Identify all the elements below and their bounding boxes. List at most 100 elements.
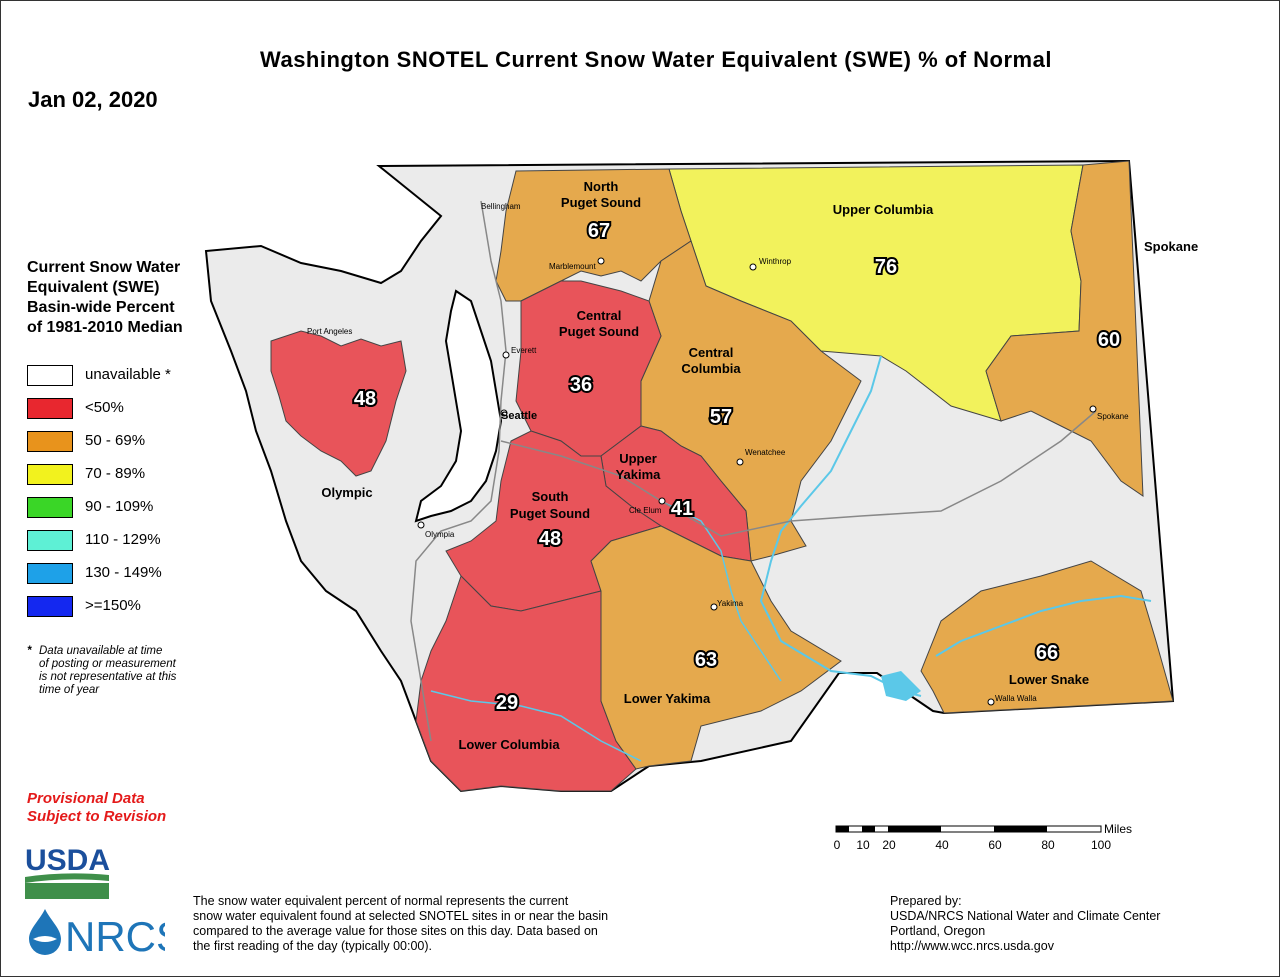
description-line: snow water equivalent found at selected … — [193, 909, 609, 923]
basin-olympic — [270, 330, 407, 477]
basin-value-badge: 29 — [496, 692, 518, 714]
legend-swatch — [27, 497, 73, 518]
nrcs-logo-text: NRCS — [65, 913, 165, 959]
scale-bar-segment — [836, 826, 849, 832]
scale-tick: 100 — [1091, 838, 1111, 852]
city-label: Olympia — [425, 530, 455, 539]
scale-tick: 40 — [935, 838, 949, 852]
legend-title-line: of 1981-2010 Median — [27, 319, 183, 336]
description-line: the first reading of the day (typically … — [193, 939, 433, 953]
scale-bar-segment — [994, 826, 1047, 832]
basin-name: Lower Yakima — [624, 691, 711, 706]
provisional-line: Provisional Data — [27, 790, 145, 807]
footnote-line: of posting or measurement — [39, 658, 176, 670]
legend-title-line: Current Snow Water — [27, 259, 181, 276]
city-label: Yakima — [717, 599, 744, 608]
basin-name: Puget Sound — [510, 506, 590, 521]
prepared-line: Prepared by: — [890, 894, 962, 908]
legend-title: Current Snow Water Equivalent (SWE) Basi… — [27, 258, 183, 338]
legend-swatch — [27, 530, 73, 551]
legend-label: 90 - 109% — [85, 498, 154, 515]
basin-value-badge: 57 — [710, 406, 732, 428]
city-label: Port Angeles — [307, 327, 352, 336]
basin-lower-snake — [920, 560, 1174, 714]
map-title: Washington SNOTEL Current Snow Water Equ… — [260, 47, 1052, 72]
basin-value-badge: 66 — [1036, 642, 1058, 664]
legend-label: 50 - 69% — [85, 432, 146, 449]
basin-name: Puget Sound — [561, 195, 641, 210]
city-label: Winthrop — [759, 257, 792, 266]
city-label: Walla Walla — [995, 694, 1037, 703]
scale-tick: 80 — [1041, 838, 1055, 852]
footnote-marker: * — [27, 645, 32, 657]
basin-value-badge: 60 — [1098, 329, 1120, 351]
city-label: Spokane — [1097, 412, 1129, 421]
scale-bar-segment — [862, 826, 875, 832]
map-date: Jan 02, 2020 — [28, 87, 158, 112]
basin-value-badge: 67 — [588, 220, 610, 242]
scale-unit: Miles — [1104, 822, 1132, 836]
basin-name: Lower Snake — [1009, 672, 1089, 687]
city-label: Bellingham — [481, 202, 521, 211]
legend-swatch — [27, 563, 73, 584]
map-description: The snow water equivalent percent of nor… — [193, 894, 653, 954]
legend-label: 110 - 129% — [85, 531, 161, 548]
legend-swatch — [27, 431, 73, 452]
footnote-line: Data unavailable at time — [39, 645, 163, 657]
interstate-90 — [500, 410, 1097, 537]
provisional-notice: Provisional Data Subject to Revision — [27, 790, 166, 826]
city-label: Seattle — [501, 410, 537, 422]
scale-bar-outline — [835, 825, 1102, 833]
scale-bar: Miles 0 10 20 40 60 80 100 — [834, 822, 1132, 852]
basin-north-puget-sound — [495, 168, 692, 302]
nrcs-logo: NRCS — [29, 909, 165, 959]
scale-tick: 0 — [834, 838, 841, 852]
basin-name: South — [532, 489, 569, 504]
usda-logo-field — [25, 883, 109, 899]
basin-name: Lower Columbia — [458, 737, 560, 752]
legend-label: 70 - 89% — [85, 465, 146, 482]
columbia-river — [759, 355, 922, 697]
usda-logo-text: USDA — [25, 844, 110, 877]
basin-value-badge: 48 — [539, 528, 561, 550]
legend-footnote: * Data unavailable at time of posting or… — [27, 645, 207, 697]
basin-name: Upper Columbia — [833, 202, 934, 217]
basin-value-badge: 48 — [354, 388, 376, 410]
provisional-line: Subject to Revision — [27, 808, 167, 825]
puget-sound-water — [414, 289, 503, 523]
city-label: Marblemount — [549, 262, 596, 271]
basin-name: Olympic — [321, 485, 372, 500]
legend-label: unavailable * — [85, 366, 171, 383]
basin-name: Central — [577, 308, 622, 323]
legend-swatch — [27, 596, 73, 617]
basin-value-badge: 36 — [570, 374, 592, 396]
basin-spokane — [985, 160, 1144, 497]
legend-label: <50% — [85, 399, 124, 416]
city-label: Everett — [511, 346, 537, 355]
legend-label: >=150% — [85, 597, 141, 614]
scale-tick: 60 — [988, 838, 1002, 852]
basin-lower-columbia — [415, 575, 637, 792]
yakima-river — [660, 500, 782, 682]
legend-title-line: Equivalent (SWE) — [27, 279, 160, 296]
usda-logo: USDA — [25, 844, 110, 899]
city-label: Cle Elum — [629, 506, 662, 515]
basin-lower-yakima — [590, 525, 842, 770]
description-line: The snow water equivalent percent of nor… — [193, 894, 569, 908]
basin-value-badge: 41 — [671, 498, 693, 520]
basin-value-badge: 76 — [875, 256, 897, 278]
basin-name: North — [584, 179, 619, 194]
scale-tick: 10 — [856, 838, 870, 852]
scale-tick: 20 — [882, 838, 896, 852]
prepared-url: http://www.wcc.nrcs.usda.gov — [890, 939, 1054, 953]
interstate-5 — [410, 200, 507, 742]
basin-value-badge: 63 — [695, 649, 717, 671]
legend-swatch — [27, 365, 73, 386]
city-label: Wenatchee — [745, 448, 786, 457]
water-drop-wave — [33, 936, 57, 942]
snake-river — [935, 594, 1152, 657]
basin-name: Central — [689, 345, 734, 360]
pend-oreille-lake — [881, 671, 921, 701]
